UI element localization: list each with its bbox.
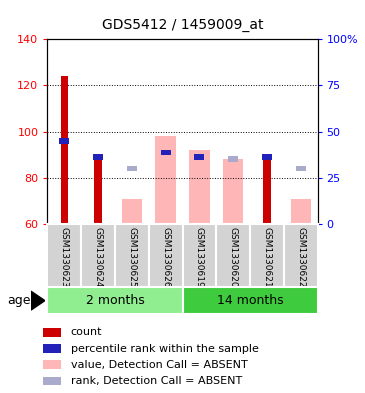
Bar <box>93 154 103 160</box>
Bar <box>263 159 270 224</box>
Bar <box>43 328 61 337</box>
Text: percentile rank within the sample: percentile rank within the sample <box>71 343 258 354</box>
Bar <box>155 136 176 224</box>
Bar <box>122 198 142 224</box>
Bar <box>182 224 216 287</box>
Bar <box>43 360 61 369</box>
Bar <box>262 154 272 160</box>
Bar <box>43 344 61 353</box>
Bar <box>59 138 69 144</box>
Text: GDS5412 / 1459009_at: GDS5412 / 1459009_at <box>102 18 263 32</box>
Bar <box>296 166 306 171</box>
Text: 14 months: 14 months <box>217 294 283 307</box>
Bar <box>250 224 284 287</box>
Bar <box>223 159 243 224</box>
Text: GSM1330625: GSM1330625 <box>127 227 137 288</box>
Text: value, Detection Call = ABSENT: value, Detection Call = ABSENT <box>71 360 247 370</box>
Text: 2 months: 2 months <box>86 294 144 307</box>
Text: GSM1330623: GSM1330623 <box>60 227 69 288</box>
Text: rank, Detection Call = ABSENT: rank, Detection Call = ABSENT <box>71 376 242 386</box>
Bar <box>228 156 238 162</box>
Bar <box>61 76 68 224</box>
Bar <box>81 224 115 287</box>
Text: GSM1330619: GSM1330619 <box>195 227 204 288</box>
Bar <box>161 150 171 155</box>
Text: GSM1330621: GSM1330621 <box>262 227 272 288</box>
Polygon shape <box>31 291 45 310</box>
Bar <box>47 287 182 314</box>
Bar <box>127 166 137 171</box>
Text: GSM1330620: GSM1330620 <box>228 227 238 288</box>
Bar <box>95 159 102 224</box>
Text: GSM1330626: GSM1330626 <box>161 227 170 288</box>
Bar <box>115 224 149 287</box>
Bar <box>182 287 318 314</box>
Text: GSM1330622: GSM1330622 <box>296 227 305 288</box>
Text: count: count <box>71 327 102 337</box>
Bar <box>194 154 204 160</box>
Bar <box>149 224 182 287</box>
Bar <box>284 224 318 287</box>
Text: GSM1330624: GSM1330624 <box>93 227 103 288</box>
Bar <box>189 150 210 224</box>
Bar <box>47 224 81 287</box>
Bar <box>291 198 311 224</box>
Text: age: age <box>7 294 31 307</box>
Bar <box>216 224 250 287</box>
Bar <box>43 376 61 386</box>
